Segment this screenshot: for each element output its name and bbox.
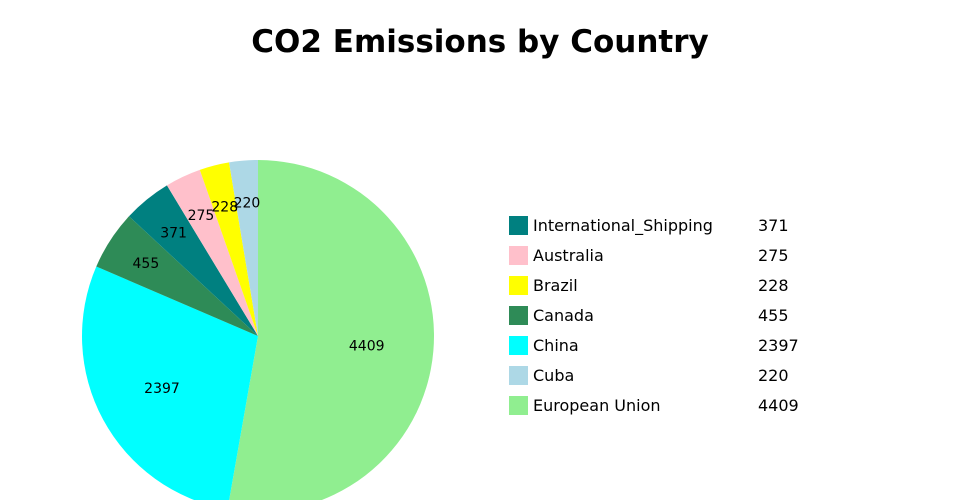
legend-item-international-shipping: International_Shipping 371 bbox=[509, 216, 789, 236]
pie-slice-international-shipping bbox=[128, 185, 258, 336]
legend: International_Shipping 371 Australia 275 Bra… bbox=[509, 216, 799, 415]
legend-value-australia: 275 bbox=[758, 246, 789, 265]
pie-slice-canada bbox=[96, 216, 259, 336]
legend-swatch-european-union bbox=[509, 396, 528, 415]
legend-item-brazil: Brazil 228 bbox=[509, 276, 789, 295]
slice-value-label-canada: 455 bbox=[133, 256, 160, 272]
legend-item-australia: Australia 275 bbox=[509, 246, 789, 265]
legend-swatch-australia bbox=[509, 246, 528, 265]
pie-slice-cuba bbox=[229, 160, 258, 336]
slice-value-label-australia: 275 bbox=[188, 208, 215, 224]
legend-item-china: China 2397 bbox=[509, 336, 799, 355]
legend-label-brazil: Brazil bbox=[533, 276, 578, 295]
legend-label-canada: Canada bbox=[533, 306, 594, 325]
legend-label-cuba: Cuba bbox=[533, 366, 574, 385]
legend-value-cuba: 220 bbox=[758, 366, 789, 385]
legend-swatch-canada bbox=[509, 306, 528, 325]
legend-swatch-cuba bbox=[509, 366, 528, 385]
slice-value-label-european-union: 4409 bbox=[349, 338, 385, 354]
chart-title: CO2 Emissions by Country bbox=[251, 24, 709, 60]
legend-label-european-union: European Union bbox=[533, 396, 661, 415]
pie-slice-european-union bbox=[229, 160, 434, 500]
legend-swatch-china bbox=[509, 336, 528, 355]
slice-value-label-china: 2397 bbox=[144, 381, 180, 397]
pie-slice-australia bbox=[166, 169, 258, 336]
legend-value-brazil: 228 bbox=[758, 276, 789, 295]
legend-label-international-shipping: International_Shipping bbox=[533, 216, 713, 236]
legend-label-china: China bbox=[533, 336, 579, 355]
pie-slice-brazil bbox=[199, 162, 258, 336]
legend-value-china: 2397 bbox=[758, 336, 799, 355]
slice-value-label-brazil: 228 bbox=[211, 199, 238, 215]
legend-item-cuba: Cuba 220 bbox=[509, 366, 789, 385]
slice-value-label-cuba: 220 bbox=[234, 196, 261, 212]
pie-slices bbox=[82, 160, 434, 500]
legend-value-canada: 455 bbox=[758, 306, 789, 325]
legend-value-international-shipping: 371 bbox=[758, 216, 789, 235]
slice-value-label-international-shipping: 371 bbox=[160, 225, 187, 241]
legend-item-canada: Canada 455 bbox=[509, 306, 789, 325]
legend-item-european-union: European Union 4409 bbox=[509, 396, 799, 415]
pie-slice-china bbox=[82, 266, 258, 500]
legend-value-european-union: 4409 bbox=[758, 396, 799, 415]
legend-swatch-international-shipping bbox=[509, 216, 528, 235]
legend-label-australia: Australia bbox=[533, 246, 604, 265]
legend-swatch-brazil bbox=[509, 276, 528, 295]
